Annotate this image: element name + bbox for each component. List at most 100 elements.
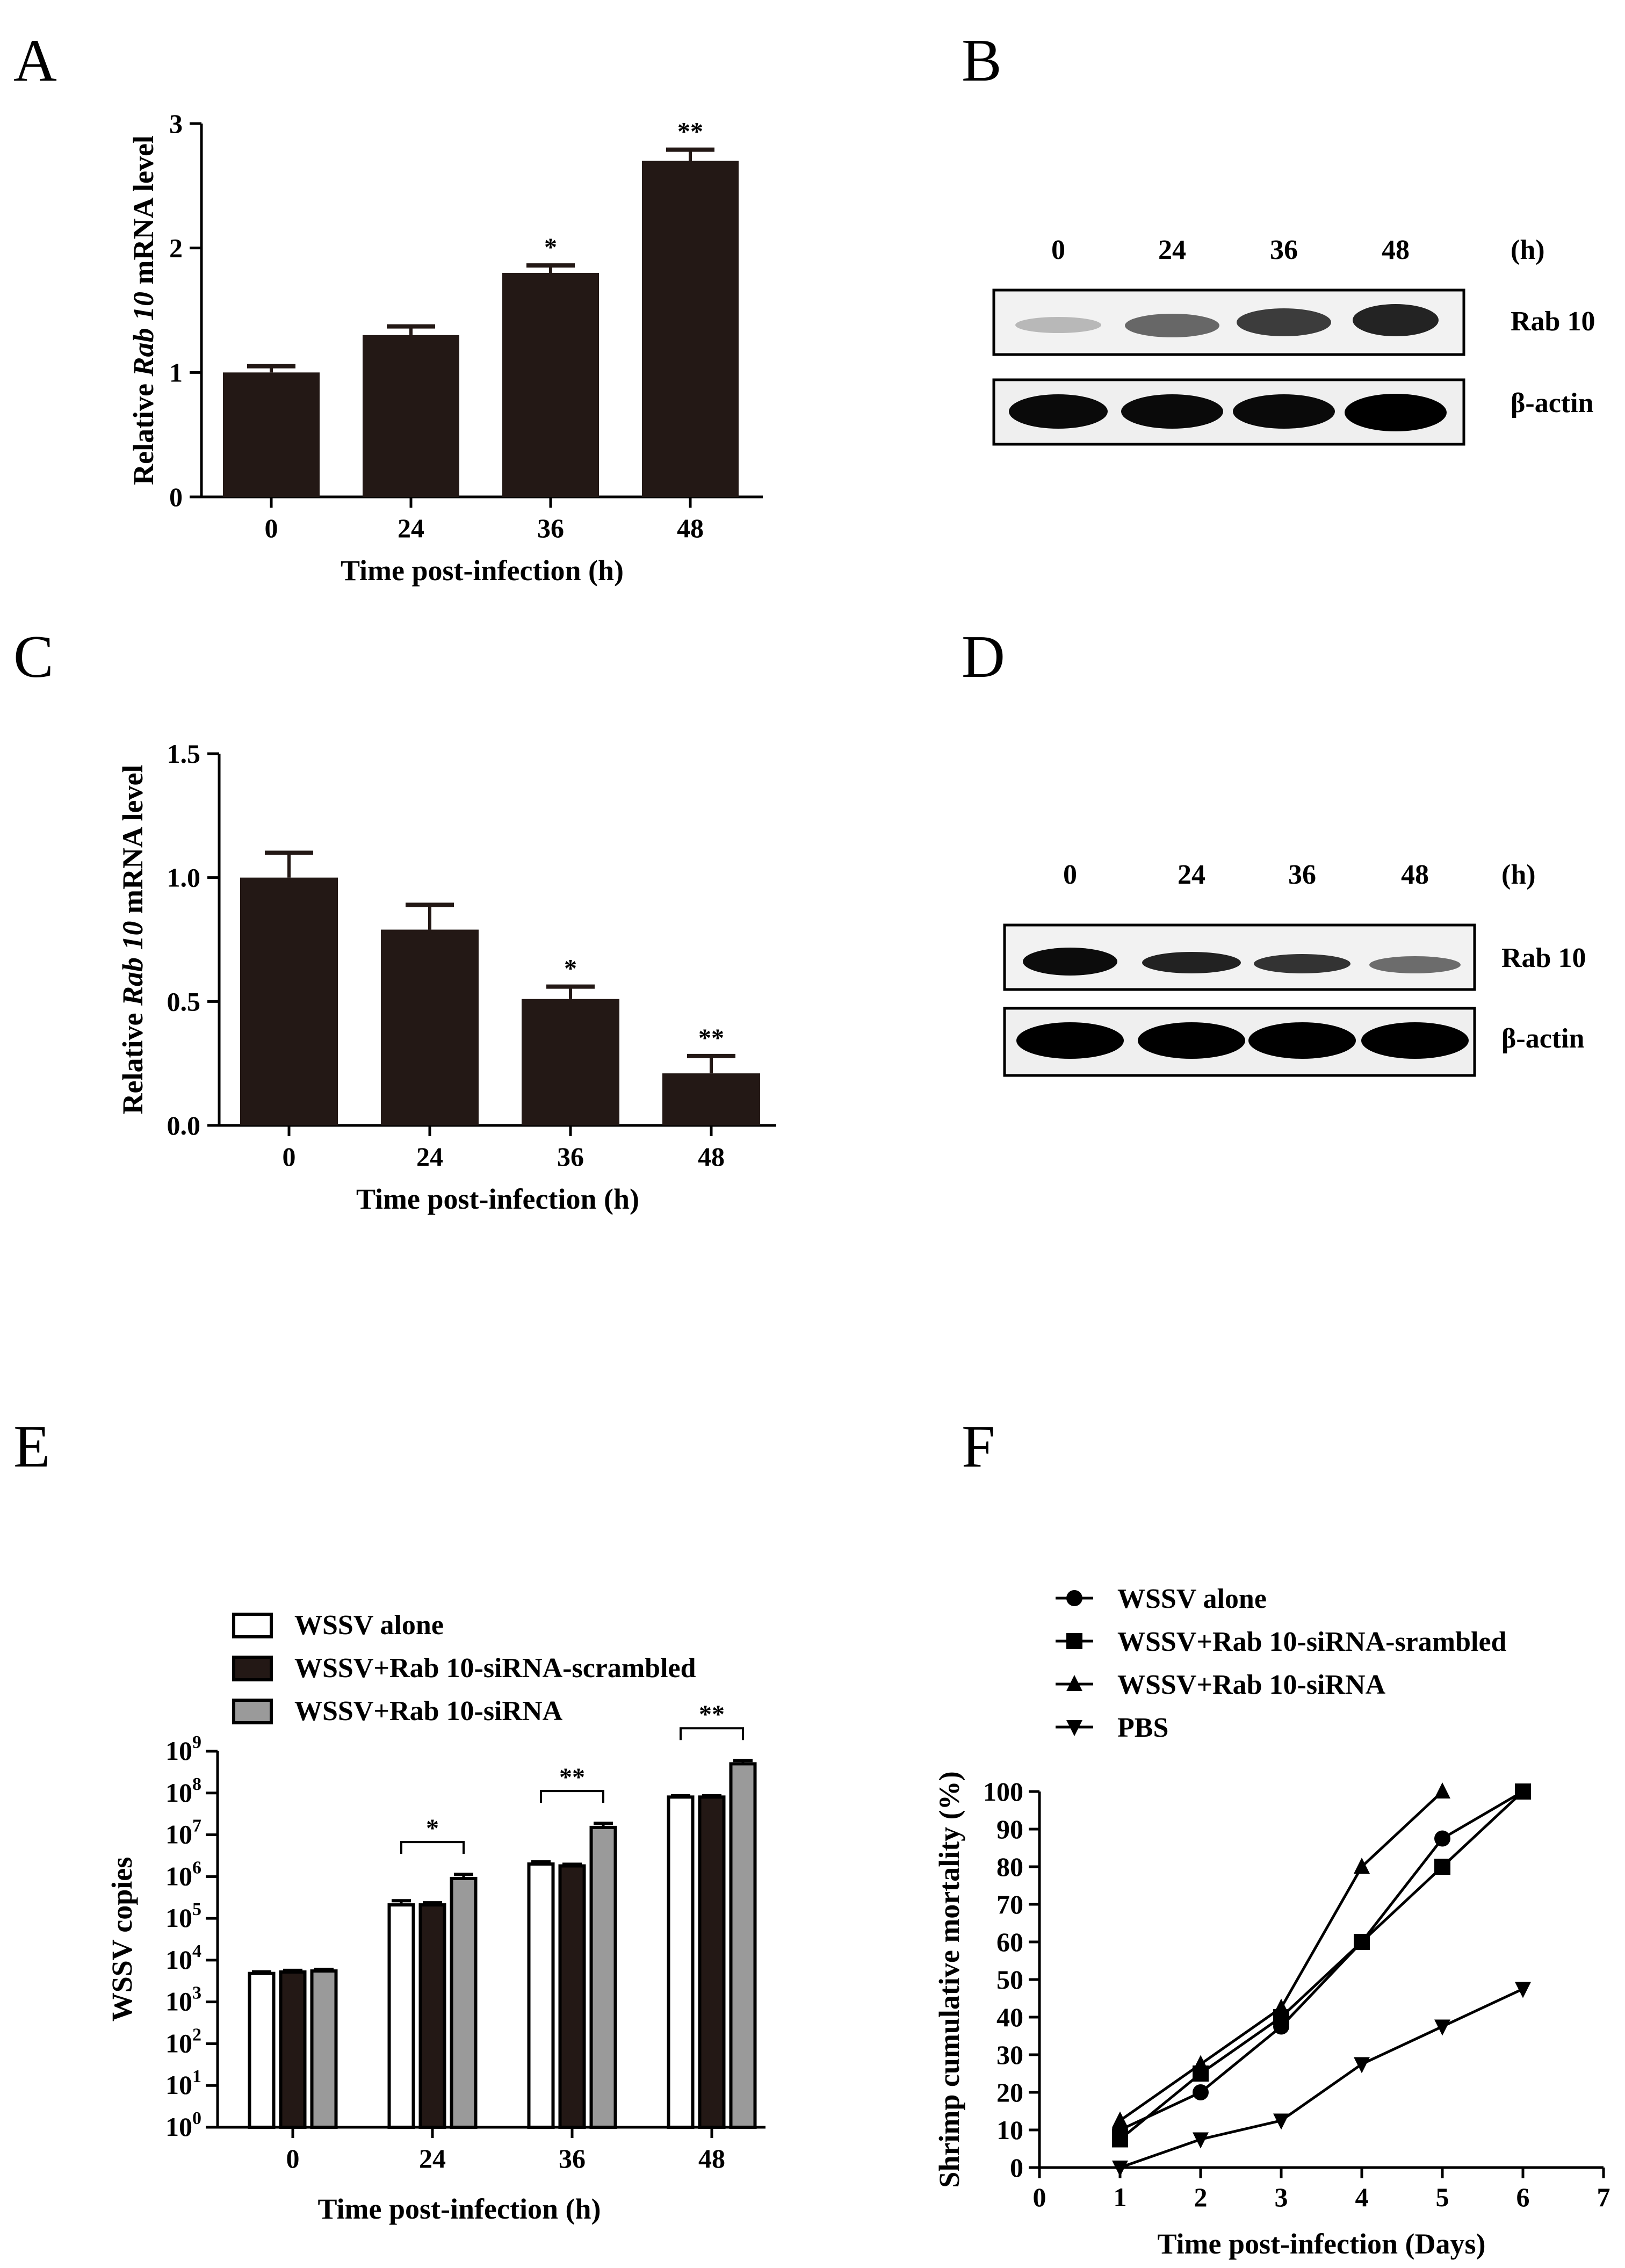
chart-a-y-tick-label: 0 <box>169 482 183 512</box>
chart-f-legend-label: WSSV alone <box>1117 1584 1267 1614</box>
chart-e-y-tick-base: 10 <box>165 2112 192 2142</box>
chart-e-y-tick-base: 10 <box>165 1945 192 1975</box>
chart-e-significance: ** <box>559 1763 585 1792</box>
chart-e-legend-swatch <box>232 1656 273 1681</box>
chart-e-bar <box>589 1825 617 2129</box>
panel-letter-d: D <box>962 624 1005 690</box>
blot-b-rab10-band-24 <box>1125 314 1219 337</box>
western-blot-d: 0 24 36 48 (h) Rab 10 β-actin <box>1003 859 1586 1077</box>
blot-d-actin-band-48 <box>1361 1022 1469 1059</box>
blot-b-lane-24: 24 <box>1158 235 1186 265</box>
chart-c-x-tick-label: 36 <box>557 1142 584 1172</box>
blot-b-rab10-label: Rab 10 <box>1511 306 1595 337</box>
chart-f-x-tick-label: 0 <box>1033 2182 1046 2212</box>
chart-f: 0 10 20 30 40 50 60 70 80 90 100 0 1 2 3 4 5 6 7 WSSV alone… <box>933 1584 1610 2260</box>
chart-f-legend-label: WSSV+Rab 10-siRNA-srambled <box>1117 1627 1507 1657</box>
chart-e-y-tick-base: 10 <box>165 1778 192 1808</box>
chart-e-y-tick-label: 109 <box>165 1732 201 1766</box>
chart-f-legend-marker <box>1066 1720 1082 1736</box>
chart-e-y-tick-base: 10 <box>165 1861 192 1891</box>
blot-b-unit: (h) <box>1511 235 1545 265</box>
blot-d-actin-band-0 <box>1016 1022 1124 1059</box>
panel-letter-b: B <box>962 27 1002 94</box>
chart-e-bar <box>698 1795 726 2129</box>
chart-c-bar <box>240 877 338 1125</box>
chart-f-x-tick-label: 6 <box>1516 2182 1530 2212</box>
chart-c-significance: ** <box>698 1024 724 1052</box>
blot-d-rab10-label: Rab 10 <box>1501 943 1586 973</box>
chart-e-y-tick-label: 104 <box>165 1941 201 1975</box>
blot-b-actin-band-24 <box>1121 394 1223 429</box>
chart-c-y-tick-label: 0.5 <box>167 986 201 1016</box>
blot-d-lane-48: 48 <box>1401 859 1429 890</box>
chart-e-y-tick-label: 103 <box>165 1983 201 2017</box>
chart-e-y-tick-base: 10 <box>165 1819 192 1850</box>
chart-c-y-label-part: Rab 10 <box>117 921 149 1006</box>
chart-e-y-tick-exponent: 7 <box>192 1816 201 1836</box>
chart-c-x-label: Time post-infection (h) <box>356 1183 639 1215</box>
chart-a: 0 1 2 3 0 24 36 * 48 ** Time post-infection (h) Rel… <box>127 109 763 587</box>
chart-a-y-label-part: Relative <box>127 377 160 485</box>
chart-a-y-tick-label: 3 <box>169 109 183 139</box>
chart-c-y-label-part: mRNA level <box>117 765 149 921</box>
chart-e-y-tick-label: 101 <box>165 2067 201 2100</box>
chart-c-significance: * <box>564 955 577 983</box>
chart-c-y-tick-label: 1.5 <box>167 739 201 769</box>
blot-d-actin-band-36 <box>1248 1022 1356 1059</box>
chart-e-y-tick-exponent: 5 <box>192 1899 201 1919</box>
chart-a-x-label: Time post-infection (h) <box>341 554 624 587</box>
chart-a-bar <box>363 335 459 497</box>
chart-f-legend-marker <box>1066 1675 1082 1691</box>
western-blot-b: 0 24 36 48 (h) Rab 10 β-actin <box>992 235 1595 446</box>
chart-a-y-tick-label: 1 <box>169 357 183 387</box>
chart-a-x-tick-label: 24 <box>398 513 424 543</box>
chart-f-y-tick-label: 20 <box>996 2077 1023 2107</box>
chart-a-bar <box>223 372 320 497</box>
chart-f-y-tick-label: 0 <box>1010 2153 1023 2183</box>
chart-f-x-tick-label: 3 <box>1275 2182 1288 2212</box>
blot-b-actin-label: β-actin <box>1511 388 1594 418</box>
blot-d-unit: (h) <box>1501 859 1536 890</box>
blot-b-rab10-band-48 <box>1353 304 1439 336</box>
chart-c-bar <box>381 929 479 1125</box>
chart-e-y-tick-exponent: 8 <box>192 1774 201 1794</box>
chart-f-y-tick-label: 30 <box>996 2040 1023 2070</box>
chart-e-bar <box>418 1903 446 2129</box>
panel-letter-f: F <box>962 1413 995 1480</box>
chart-e-legend-swatch <box>232 1613 273 1638</box>
chart-f-series-line <box>1120 1988 1524 2169</box>
blot-d-rab10-band-36 <box>1254 954 1350 973</box>
chart-e-legend-label: WSSV+Rab 10-siRNA <box>294 1696 563 1727</box>
chart-e-y-tick-label: 107 <box>165 1816 201 1850</box>
chart-a-x-tick-label: 0 <box>265 513 278 543</box>
chart-e-y-tick-label: 106 <box>165 1858 201 1891</box>
chart-e-y-tick-label: 102 <box>165 2025 201 2058</box>
chart-f-y-tick-label: 40 <box>996 2002 1023 2032</box>
chart-c-x-tick-label: 24 <box>416 1142 443 1172</box>
blot-b-actin-band-48 <box>1345 394 1447 431</box>
chart-f-legend-label: WSSV+Rab 10-siRNA <box>1117 1670 1386 1700</box>
chart-e-bar <box>729 1762 757 2129</box>
panel-letter-c: C <box>13 624 54 690</box>
chart-c-y-tick-label: 0.0 <box>167 1110 201 1140</box>
chart-f-series-line <box>1119 1790 1524 2132</box>
chart-f-y-tick-label: 90 <box>996 1814 1023 1844</box>
chart-e-significance-bracket <box>540 1790 604 1803</box>
blot-d-actin-band-24 <box>1138 1022 1245 1059</box>
chart-f-point <box>1193 2132 1209 2149</box>
chart-e-y-tick-label: 100 <box>165 2108 201 2142</box>
blot-b-rab10-band-36 <box>1237 308 1331 336</box>
chart-e-x-tick-label: 48 <box>698 2143 725 2173</box>
chart-f-point <box>1273 1998 1289 2015</box>
chart-e-y-tick-exponent: 6 <box>192 1858 201 1877</box>
chart-f-y-tick-label: 100 <box>983 1776 1023 1807</box>
blot-b-lane-0: 0 <box>1051 235 1065 265</box>
chart-e-y-tick-label: 105 <box>165 1899 201 1933</box>
chart-e-y-tick-exponent: 3 <box>192 1983 201 2003</box>
chart-e-y-tick-base: 10 <box>165 2028 192 2058</box>
blot-b-lane-48: 48 <box>1382 235 1410 265</box>
blot-d-lane-0: 0 <box>1063 859 1077 890</box>
chart-f-point <box>1434 1782 1450 1798</box>
chart-f-point <box>1434 1859 1450 1875</box>
